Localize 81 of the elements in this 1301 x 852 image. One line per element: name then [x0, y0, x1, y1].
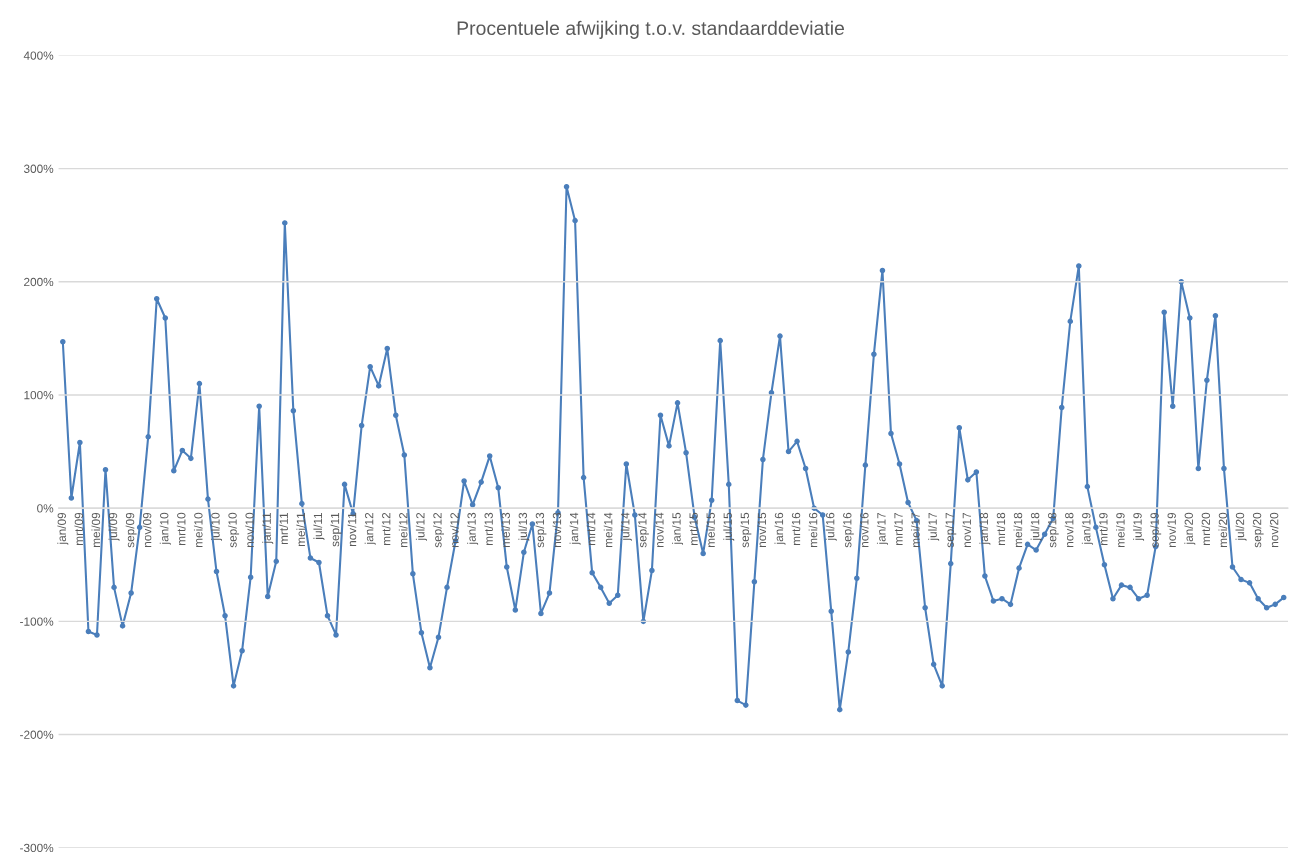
x-tick-label: mrt/18	[996, 512, 1006, 545]
x-tick-label: mei/14	[603, 512, 613, 547]
x-tick-label: sep/10	[228, 512, 240, 548]
x-tick-label: sep/17	[945, 512, 957, 548]
x-tick-label: mei/12	[398, 512, 408, 547]
x-tick-label: sep/16	[842, 512, 854, 548]
x-tick-label: jan/13	[467, 512, 479, 545]
x-tick-label: jul/15	[723, 512, 735, 541]
x-tick-label: mei/19	[1116, 512, 1125, 547]
x-tick-label: sep/15	[740, 512, 752, 548]
x-tick-label: mei/16	[808, 512, 818, 547]
y-tick-label: -200%	[20, 730, 54, 739]
x-tick-label: jan/16	[774, 512, 786, 545]
x-tick-label: mrt/14	[586, 512, 596, 545]
chart-title: Procentuele afwijking t.o.v. standaarddeviatie	[457, 20, 845, 39]
x-tick-label: sep/18	[1047, 512, 1059, 548]
x-tick-label: mei/11	[296, 512, 306, 547]
x-tick-label: nov/12	[450, 512, 459, 547]
x-tick-label: nov/14	[654, 512, 664, 547]
x-tick-label: nov/15	[757, 512, 767, 547]
x-tick-label: nov/20	[1269, 512, 1279, 547]
x-tick-label: mrt/13	[484, 512, 493, 545]
x-tick-label: mei/18	[1013, 512, 1023, 547]
x-tick-label: mei/15	[706, 512, 715, 547]
x-tick-label: nov/18	[1064, 512, 1074, 547]
y-tick-label: 200%	[24, 277, 54, 287]
x-tick-label: mrt/16	[791, 512, 801, 545]
x-tick-label: jul/09	[108, 512, 120, 541]
x-tick-label: jul/11	[313, 512, 325, 540]
x-tick-label: mei/09	[91, 512, 101, 547]
x-tick-label: nov/17	[962, 512, 971, 547]
x-tick-label: jan/12	[364, 512, 376, 545]
x-tick-label: jan/11	[262, 512, 274, 544]
x-tick-label: sep/20	[1252, 512, 1264, 548]
x-tick-label: jan/15	[672, 512, 684, 545]
x-tick-label: jul/14	[620, 512, 632, 541]
x-tick-label: nov/11	[347, 512, 357, 547]
x-tick-label: jul/16	[825, 512, 837, 541]
x-tick-label: sep/11	[330, 512, 342, 547]
x-tick-label: nov/19	[1167, 512, 1176, 547]
x-tick-label: mei/10	[193, 512, 203, 547]
x-tick-label: nov/16	[859, 512, 869, 547]
x-tick-label: sep/13	[535, 512, 547, 548]
x-tick-label: sep/14	[637, 512, 649, 548]
y-tick-label: 400%	[23, 51, 54, 60]
x-tick-label: nov/10	[245, 512, 254, 547]
x-tick-label: mei/13	[501, 512, 510, 547]
x-tick-label: jan/09	[57, 512, 69, 545]
x-tick-label: nov/09	[142, 512, 152, 547]
y-tick-label: -300%	[20, 843, 54, 852]
y-tick-label: 100%	[24, 391, 54, 400]
x-tick-label: jan/14	[569, 512, 581, 545]
x-tick-label: jul/10	[210, 512, 222, 541]
x-tick-label: jul/18	[1030, 512, 1042, 541]
x-tick-label: mrt/12	[381, 512, 391, 545]
x-tick-label: jul/13	[518, 512, 530, 541]
y-tick-label: 300%	[23, 164, 54, 173]
x-tick-label: jan/19	[1081, 512, 1093, 545]
x-tick-label: mrt/20	[1201, 512, 1211, 545]
x-tick-label: jul/19	[1133, 512, 1145, 541]
x-tick-label: jul/12	[415, 512, 427, 541]
x-tick-label: jan/20	[1184, 512, 1196, 545]
x-tick-label: jul/17	[928, 512, 940, 541]
x-tick-label: mrt/09	[74, 512, 84, 545]
x-tick-label: nov/13	[552, 512, 562, 547]
y-tick-label: -100%	[20, 617, 54, 626]
x-tick-label: mrt/15	[689, 512, 698, 545]
x-tick-label: jan/17	[876, 512, 888, 545]
x-tick-label: sep/09	[125, 512, 137, 548]
x-tick-label: mrt/10	[176, 512, 186, 545]
x-tick-label: mei/20	[1218, 512, 1228, 547]
x-tick-label: mrt/19	[1098, 512, 1108, 545]
x-tick-label: sep/19	[1150, 512, 1162, 548]
x-tick-label: mei/17	[911, 512, 920, 547]
x-tick-label: mrt/11	[279, 512, 288, 545]
x-tick-label: jul/20	[1235, 512, 1247, 541]
x-tick-label: jan/18	[979, 512, 991, 545]
y-tick-label: 0%	[37, 504, 54, 513]
x-tick-label: jan/10	[159, 512, 171, 545]
x-tick-label: mrt/17	[894, 512, 903, 545]
x-tick-label: sep/12	[432, 512, 444, 548]
